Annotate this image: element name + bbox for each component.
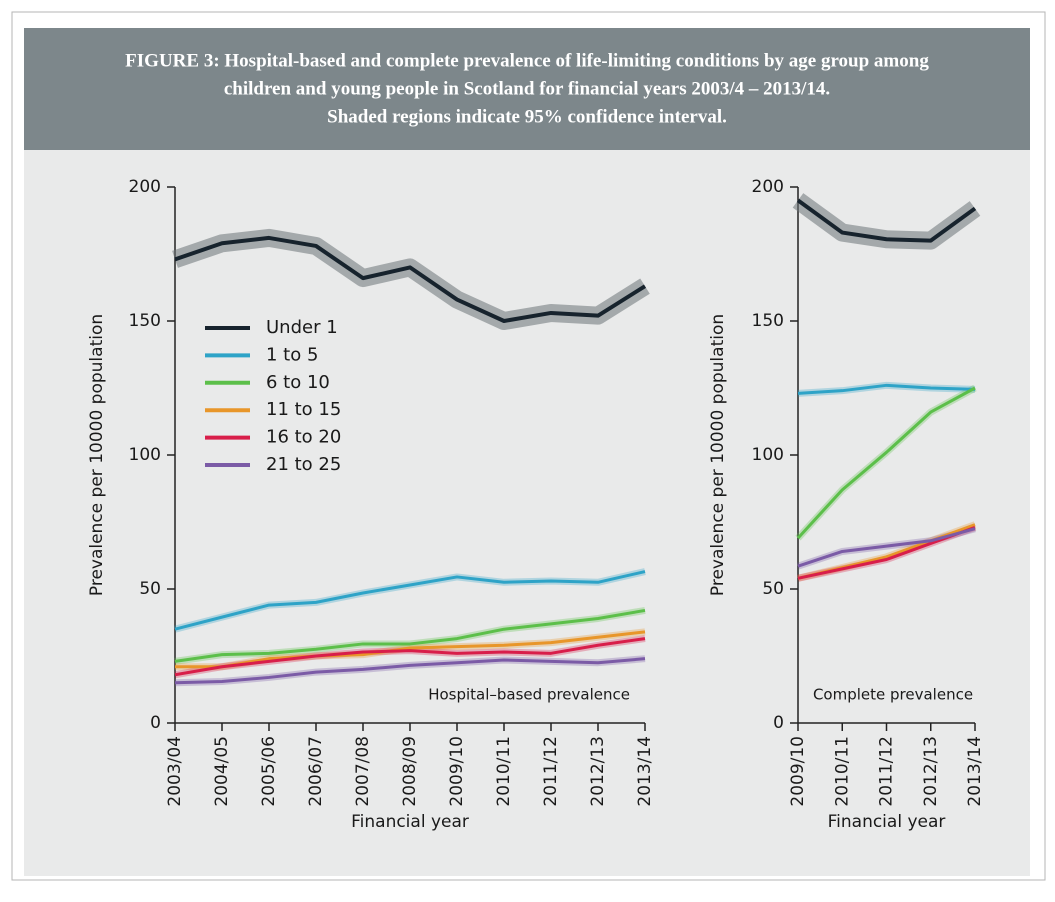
x-tick-label: 2012/13	[588, 736, 608, 807]
legend-label: Under 1	[266, 317, 338, 338]
x-axis-label: Financial year	[351, 812, 469, 832]
legend-label: 1 to 5	[266, 344, 318, 365]
x-tick-label: 2013/14	[965, 736, 985, 807]
series-line	[174, 657, 646, 685]
x-axis-label: Financial year	[828, 812, 946, 832]
series-line	[796, 386, 976, 540]
y-tick-label: 150	[129, 311, 161, 331]
title: FIGURE 3: Hospital-based and complete pr…	[125, 50, 929, 71]
y-axis-label: Prevalence per 10000 population	[708, 314, 728, 596]
y-tick-label: 0	[773, 713, 784, 733]
x-tick-label: 2008/09	[400, 736, 420, 807]
plot-background	[24, 150, 1030, 876]
y-tick-label: 200	[752, 177, 784, 197]
legend-label: 6 to 10	[266, 372, 330, 393]
series-line	[174, 608, 646, 663]
series-line	[797, 383, 976, 395]
y-tick-label: 50	[139, 579, 161, 599]
x-tick-label: 2009/10	[788, 736, 808, 807]
y-tick-label: 150	[752, 311, 784, 331]
x-tick-label: 2009/10	[447, 736, 467, 807]
series-line	[797, 527, 976, 568]
x-tick-label: 2013/14	[635, 736, 655, 807]
series-line	[174, 637, 646, 677]
x-tick-label: 2011/12	[541, 736, 561, 807]
title: children and young people in Scotland fo…	[224, 78, 830, 99]
x-tick-label: 2004/05	[212, 736, 232, 807]
legend-label: 16 to 20	[266, 427, 341, 448]
annotation: Complete prevalence	[813, 686, 973, 704]
y-tick-label: 100	[752, 445, 784, 465]
x-tick-label: 2007/08	[353, 736, 373, 807]
x-tick-label: 2010/11	[494, 736, 514, 807]
x-tick-label: 2005/06	[259, 736, 279, 807]
header	[24, 28, 1030, 150]
series-line	[174, 235, 647, 323]
legend-label: 21 to 25	[266, 454, 341, 475]
y-tick-label: 200	[129, 177, 161, 197]
annotation: Hospital–based prevalence	[428, 686, 630, 704]
x-tick-label: 2010/11	[832, 736, 852, 807]
y-tick-label: 0	[150, 713, 161, 733]
subtitle: Shaded regions indicate 95% confidence i…	[327, 106, 727, 127]
x-tick-label: 2012/13	[921, 736, 941, 807]
series-line	[174, 570, 646, 631]
x-tick-label: 2003/04	[165, 736, 185, 807]
series-line	[175, 630, 646, 669]
legend-label: 11 to 15	[266, 399, 341, 420]
series-line	[796, 198, 977, 243]
x-tick-label: 2006/07	[306, 736, 326, 807]
y-axis-label: Prevalence per 10000 population	[87, 314, 107, 596]
x-tick-label: 2011/12	[877, 736, 897, 807]
y-tick-label: 100	[129, 445, 161, 465]
y-tick-label: 50	[762, 579, 784, 599]
